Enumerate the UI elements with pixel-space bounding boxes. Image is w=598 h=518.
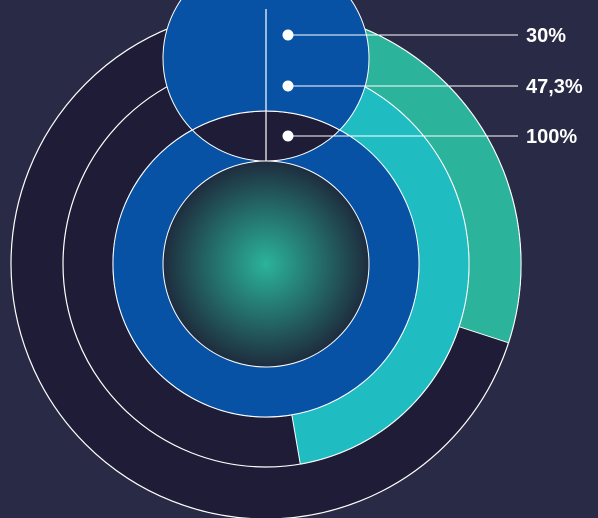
center-disc bbox=[162, 160, 370, 368]
leader-dot-3 bbox=[282, 130, 294, 142]
leader-dot-2 bbox=[282, 80, 294, 92]
value-label-3: 100% bbox=[526, 126, 577, 148]
leader-dot-1 bbox=[282, 29, 294, 41]
value-label-1: 30% bbox=[526, 25, 566, 47]
value-label-2: 47,3% bbox=[526, 76, 583, 98]
